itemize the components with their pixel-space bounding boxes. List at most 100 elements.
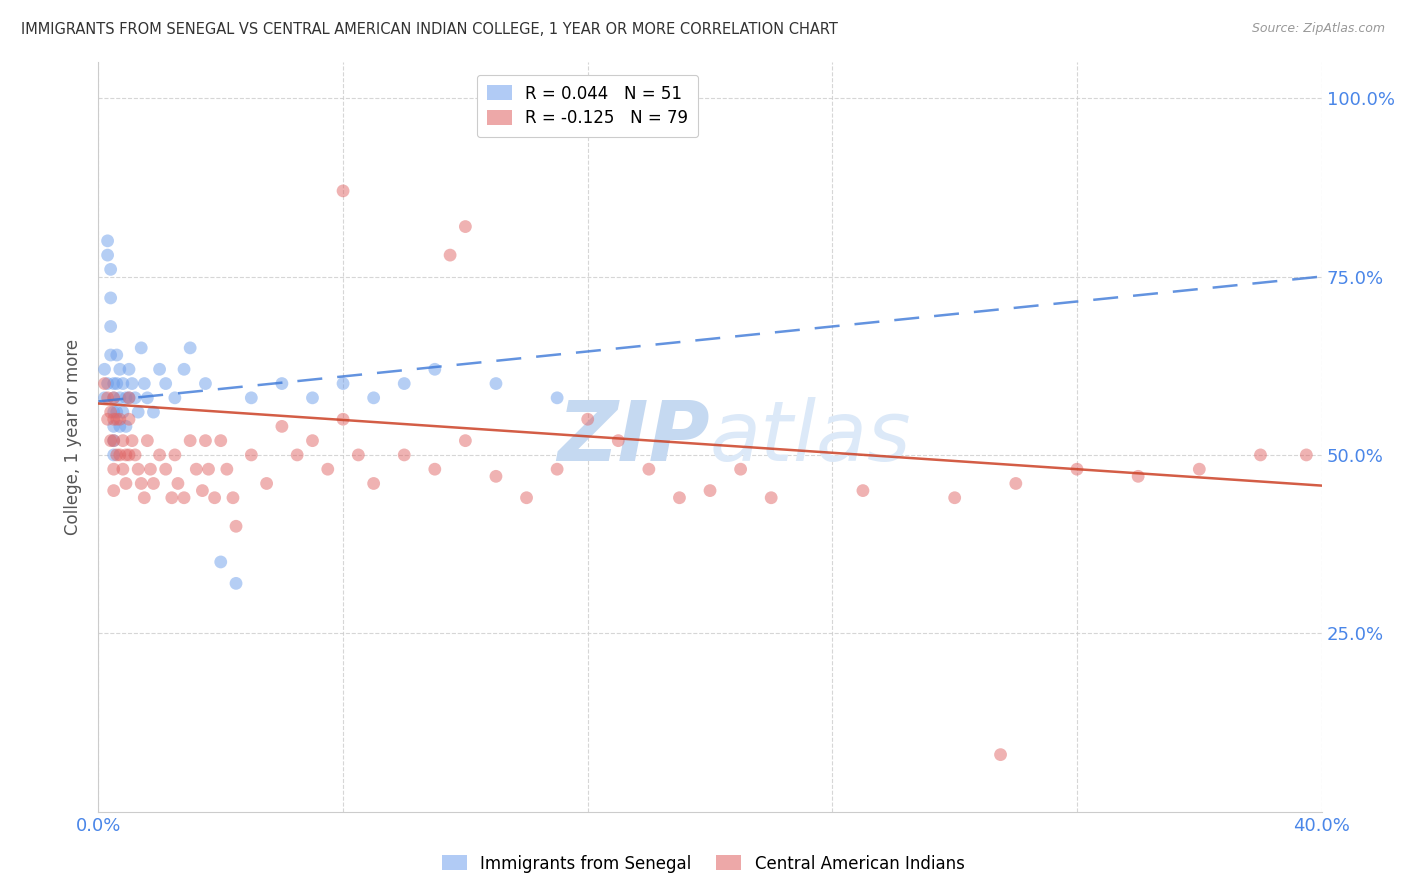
Point	[1295, 448, 1317, 462]
Point	[134, 491, 156, 505]
Point	[173, 362, 195, 376]
Point	[108, 362, 131, 376]
Point	[129, 476, 152, 491]
Point	[204, 491, 226, 505]
Point	[97, 391, 120, 405]
Point	[127, 462, 149, 476]
Point	[103, 462, 125, 476]
Point	[225, 519, 247, 533]
Point	[127, 405, 149, 419]
Point	[97, 234, 120, 248]
Point	[121, 376, 143, 391]
Point	[136, 434, 159, 448]
Point	[115, 419, 138, 434]
Point	[111, 376, 134, 391]
Point	[100, 291, 122, 305]
Point	[607, 434, 630, 448]
Point	[240, 448, 263, 462]
Point	[270, 376, 292, 391]
Point	[93, 362, 115, 376]
Point	[668, 491, 690, 505]
Point	[485, 376, 508, 391]
Point	[167, 476, 190, 491]
Point	[115, 448, 138, 462]
Point	[118, 362, 141, 376]
Point	[149, 448, 172, 462]
Point	[332, 412, 354, 426]
Point	[108, 419, 131, 434]
Point	[637, 462, 661, 476]
Point	[139, 462, 162, 476]
Point	[759, 491, 782, 505]
Point	[129, 341, 152, 355]
Point	[546, 391, 568, 405]
Point	[1188, 462, 1211, 476]
Point	[730, 462, 752, 476]
Point	[97, 376, 120, 391]
Point	[454, 434, 477, 448]
Point	[124, 448, 146, 462]
Point	[100, 262, 122, 277]
Point	[105, 376, 128, 391]
Point	[149, 362, 172, 376]
Point	[454, 219, 477, 234]
Point	[124, 391, 146, 405]
Point	[118, 391, 141, 405]
Point	[699, 483, 721, 498]
Point	[111, 434, 134, 448]
Point	[105, 412, 128, 426]
Point	[105, 405, 128, 419]
Point	[191, 483, 214, 498]
Point	[100, 405, 122, 419]
Text: atlas: atlas	[710, 397, 911, 477]
Point	[93, 376, 115, 391]
Point	[316, 462, 339, 476]
Point	[93, 391, 115, 405]
Y-axis label: College, 1 year or more: College, 1 year or more	[65, 339, 83, 535]
Point	[194, 434, 217, 448]
Point	[1004, 476, 1026, 491]
Point	[222, 491, 245, 505]
Point	[392, 376, 416, 391]
Point	[134, 376, 156, 391]
Point	[225, 576, 247, 591]
Point	[103, 448, 125, 462]
Point	[1066, 462, 1088, 476]
Point	[173, 491, 195, 505]
Point	[100, 348, 122, 362]
Point	[423, 362, 446, 376]
Point	[1128, 469, 1150, 483]
Point	[103, 391, 125, 405]
Point	[186, 462, 208, 476]
Point	[142, 476, 165, 491]
Point	[121, 434, 143, 448]
Point	[118, 412, 141, 426]
Point	[240, 391, 263, 405]
Point	[347, 448, 370, 462]
Point	[285, 448, 308, 462]
Point	[136, 391, 159, 405]
Point	[108, 448, 131, 462]
Text: Source: ZipAtlas.com: Source: ZipAtlas.com	[1251, 22, 1385, 36]
Point	[852, 483, 875, 498]
Point	[103, 412, 125, 426]
Point	[215, 462, 238, 476]
Point	[392, 448, 416, 462]
Point	[209, 555, 232, 569]
Point	[97, 412, 120, 426]
Point	[108, 412, 131, 426]
Point	[209, 434, 232, 448]
Point	[516, 491, 538, 505]
Point	[332, 376, 354, 391]
Point	[194, 376, 217, 391]
Point	[103, 434, 125, 448]
Point	[160, 491, 183, 505]
Text: IMMIGRANTS FROM SENEGAL VS CENTRAL AMERICAN INDIAN COLLEGE, 1 YEAR OR MORE CORRE: IMMIGRANTS FROM SENEGAL VS CENTRAL AMERI…	[21, 22, 838, 37]
Point	[105, 448, 128, 462]
Point	[179, 341, 201, 355]
Point	[97, 248, 120, 262]
Point	[163, 391, 186, 405]
Point	[100, 319, 122, 334]
Text: ZIP: ZIP	[557, 397, 710, 477]
Point	[155, 376, 177, 391]
